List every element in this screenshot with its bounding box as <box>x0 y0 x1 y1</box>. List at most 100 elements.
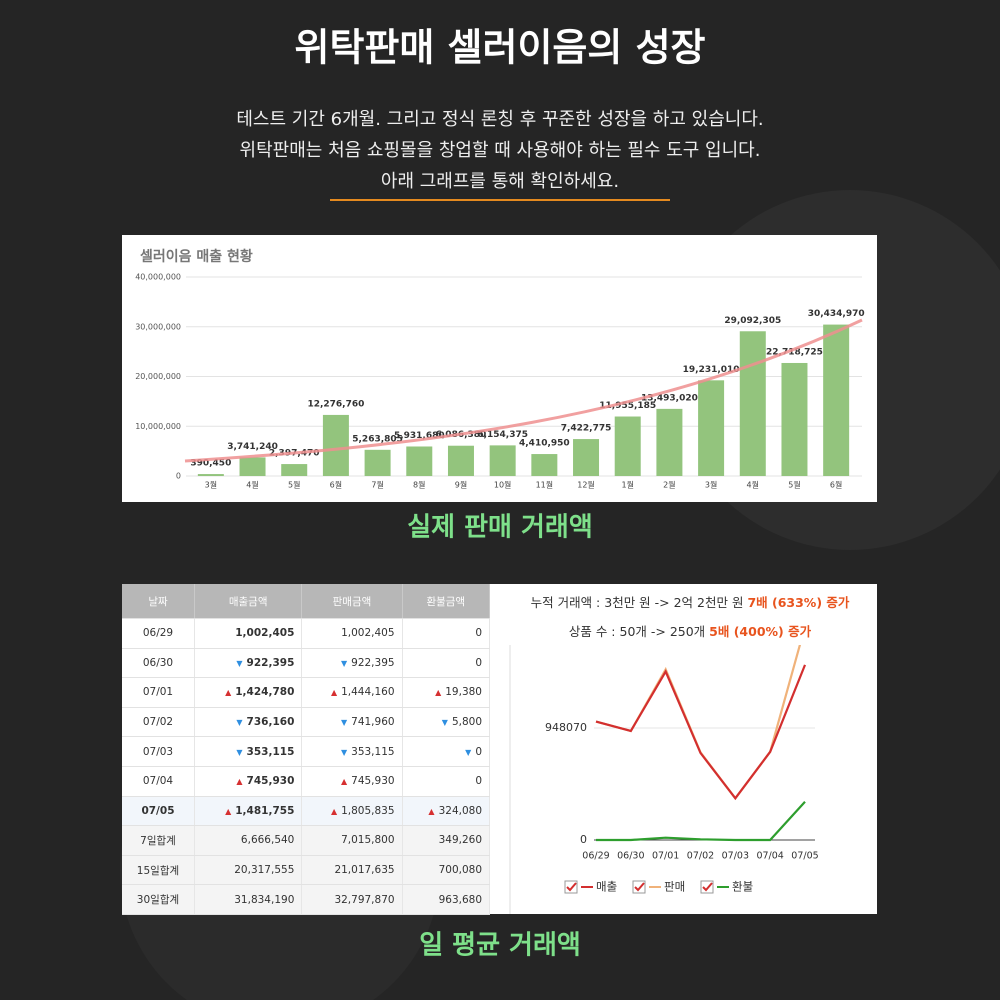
x-tick-label: 5월 <box>288 480 300 490</box>
cell: 32,797,870 <box>301 884 403 915</box>
x-tick-label: 07/04 <box>756 851 783 862</box>
legend-label: 환불 <box>732 880 753 894</box>
y-tick-label: 0 <box>176 472 181 481</box>
cell: 07/05 <box>122 796 195 827</box>
x-tick-label: 3월 <box>205 480 217 490</box>
x-tick-label: 8월 <box>413 480 425 490</box>
intro-line: 아래 그래프를 통해 확인하세요. <box>381 171 619 192</box>
cell-text: 1,002,405 <box>235 627 295 640</box>
cell: ▲ 1,481,755 <box>194 796 303 827</box>
data-label: 29,092,305 <box>724 316 781 326</box>
annotation-highlight: 5배 (400%) 증가 <box>709 624 811 639</box>
cell: 7,015,800 <box>301 825 403 856</box>
bar <box>656 408 683 476</box>
cell: ▼ 353,115 <box>194 736 303 767</box>
cell: 0 <box>402 766 491 797</box>
legend-check <box>566 882 577 892</box>
bar <box>281 464 308 476</box>
legend: 매출 판매 환불 <box>564 880 753 894</box>
intro-line: 위탁판매는 처음 쇼핑몰을 창업할 때 사용해야 하는 필수 도구 입니다. <box>240 140 761 161</box>
cell: 1,002,405 <box>194 618 303 649</box>
caption: 일 평균 거래액 <box>419 931 581 961</box>
cell: 20,317,555 <box>194 855 303 886</box>
line-panel <box>490 584 877 914</box>
legend-check <box>634 882 645 892</box>
caption: 실제 판매 거래액 <box>407 513 593 543</box>
cell: ▲ 1,444,160 <box>301 677 403 708</box>
plot <box>595 645 807 842</box>
y-tick-label: 0 <box>580 833 587 846</box>
bar <box>781 362 808 476</box>
cell-text: 922,395 <box>351 656 395 669</box>
annotation: 상품 수 : 50개 -> 250개 5배 (400%) 증가 <box>569 624 812 639</box>
x-tick-label: 6월 <box>830 480 842 490</box>
data-label: 7,422,775 <box>561 424 612 434</box>
cell: 30일합계 <box>122 884 195 915</box>
bar <box>322 414 349 476</box>
cell: 21,017,635 <box>301 855 403 886</box>
data-label: 30,434,970 <box>808 309 865 319</box>
y-tick-label: 40,000,000 <box>135 273 181 282</box>
x-tick-label: 1월 <box>621 480 633 490</box>
cell: 349,260 <box>402 825 491 856</box>
cell-text: 1,805,835 <box>341 804 395 817</box>
data-label: 5,931,680 <box>394 431 445 441</box>
bar <box>447 445 474 476</box>
cell: ▼ 922,395 <box>301 648 403 679</box>
cell: 06/29 <box>122 618 195 649</box>
legend-label: 매출 <box>596 880 617 894</box>
cell: 07/01 <box>122 677 195 708</box>
series-line <box>595 664 807 801</box>
x-tick-label: 2월 <box>663 480 675 490</box>
annotation-highlight: 7배 (633%) 증가 <box>747 595 849 610</box>
cell: 07/04 <box>122 766 195 797</box>
cell-text: 353,115 <box>246 745 295 758</box>
cell-text: 745,930 <box>246 775 295 788</box>
cell-text: 19,380 <box>445 686 482 699</box>
x-tick-label: 9월 <box>455 480 467 490</box>
cell: ▲ 1,805,835 <box>301 796 403 827</box>
bar <box>531 454 558 476</box>
cell: ▼ 0 <box>402 736 491 767</box>
cell: 07/02 <box>122 707 195 738</box>
cell: 1,002,405 <box>301 618 403 649</box>
cell-text: 07/05 <box>141 804 175 817</box>
cell: ▼ 736,160 <box>194 707 303 738</box>
cell: 700,080 <box>402 855 491 886</box>
cell: 31,834,190 <box>194 884 303 915</box>
bar <box>614 416 641 476</box>
cell: 6,666,540 <box>194 825 303 856</box>
cell-text: 1,444,160 <box>341 686 395 699</box>
bar <box>239 457 266 476</box>
cell: ▲ 19,380 <box>402 677 491 708</box>
x-tick-label: 12월 <box>577 480 595 490</box>
cell: ▼ 741,960 <box>301 707 403 738</box>
data-label: 22,718,725 <box>766 347 823 357</box>
data-label: 6,154,375 <box>477 430 528 440</box>
trend-line <box>184 318 863 463</box>
bar <box>823 324 850 476</box>
annotation-text: 누적 거래액 : 3천만 원 -> 2억 2천만 원 <box>531 595 748 610</box>
x-tick-label: 11월 <box>536 480 554 490</box>
cell-text: 922,395 <box>246 656 295 669</box>
legend-check <box>702 882 713 892</box>
data-label: 11,955,185 <box>599 401 656 411</box>
title: 위탁판매 셀러이음의 성장 <box>294 26 705 70</box>
cell: ▼ 5,800 <box>402 707 491 738</box>
cell: 07/03 <box>122 736 195 767</box>
cell-text: 745,930 <box>351 775 395 788</box>
data-label: 12,276,760 <box>307 399 364 409</box>
th: 날짜 <box>122 584 195 619</box>
data-label: 3,741,240 <box>227 442 278 452</box>
x-tick-label: 5월 <box>788 480 800 490</box>
cell: 0 <box>402 648 491 679</box>
cell-text: 353,115 <box>351 745 395 758</box>
x-tick-label: 4월 <box>747 480 759 490</box>
cell: 0 <box>402 618 491 649</box>
cell-text: 324,080 <box>438 804 482 817</box>
x-tick-label: 06/29 <box>582 851 609 862</box>
data-label: 19,231,010 <box>683 365 740 375</box>
bar <box>406 446 433 476</box>
th: 매출금액 <box>194 584 303 619</box>
cell-text: 741,960 <box>351 716 395 729</box>
